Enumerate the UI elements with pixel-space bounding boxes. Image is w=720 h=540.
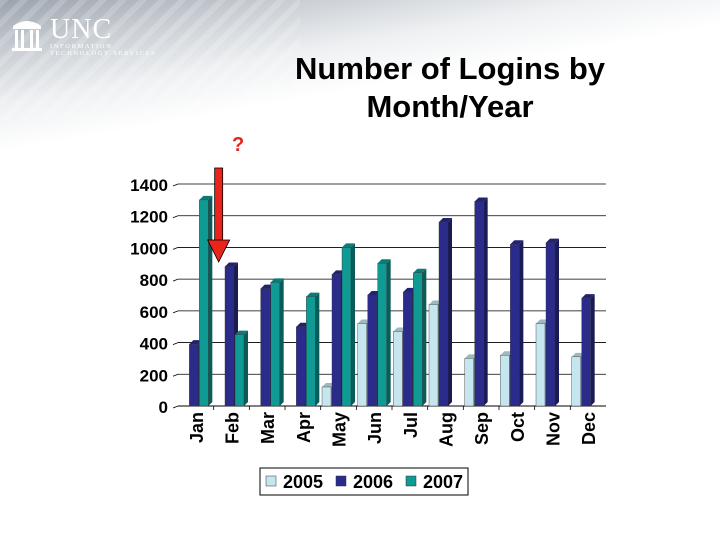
y-tick-label: 1400: [130, 176, 168, 195]
y-tick-mark: [172, 215, 179, 219]
bar-2007-jul: [413, 268, 427, 407]
y-tick-label: 600: [140, 303, 168, 322]
red-arrow-icon: [207, 167, 231, 263]
y-tick-label: 200: [140, 366, 168, 385]
legend-label-2006: 2006: [353, 472, 393, 492]
logo-subtitle: INFORMATION TECHNOLOGY SERVICES: [50, 43, 156, 57]
x-tick-label-jan: Jan: [187, 412, 207, 443]
x-tick-label-aug: Aug: [437, 412, 457, 447]
chart-title-line-2: Month/Year: [366, 89, 534, 124]
bar-2007-may: [341, 243, 355, 407]
y-tick-mark: [172, 373, 179, 377]
logo-subtitle-line-1: INFORMATION: [50, 43, 113, 50]
legend-label-2007: 2007: [423, 472, 463, 492]
y-tick-label: 1000: [130, 239, 168, 258]
legend-swatch-2005: [265, 475, 277, 487]
chart-title: Number of Logins by Month/Year: [250, 50, 650, 126]
y-tick-mark: [172, 247, 179, 250]
bar-2007-jan: [199, 195, 213, 407]
chart-legend: [259, 467, 469, 496]
legend-label-2005: 2005: [283, 472, 323, 492]
legend-swatch-2006: [335, 475, 347, 487]
y-tick-label: 400: [140, 335, 168, 354]
x-tick-label-sep: Sep: [472, 412, 492, 445]
y-tick-label: 0: [159, 398, 168, 417]
bar-2007-feb: [234, 330, 248, 407]
bar-2006-nov: [545, 238, 559, 407]
y-tick-mark: [172, 278, 179, 282]
bar-2006-dec: [581, 294, 595, 407]
x-tick-label-mar: Mar: [258, 412, 278, 444]
x-tick-label-dec: Dec: [579, 412, 599, 445]
bar-2006-sep: [474, 197, 488, 407]
bar-2007-mar: [270, 278, 284, 407]
logo-wordmark: UNC: [50, 14, 113, 45]
y-tick-label: 1200: [130, 208, 168, 227]
x-tick-label-jul: Jul: [401, 412, 421, 438]
header-banner: [0, 0, 720, 150]
x-tick-label-apr: Apr: [294, 412, 314, 443]
y-tick-mark: [172, 405, 179, 409]
bar-2006-aug: [438, 218, 452, 407]
legend-swatch-2007: [405, 475, 417, 487]
logo-subtitle-line-2: TECHNOLOGY SERVICES: [50, 50, 157, 57]
bar-2006-oct: [510, 240, 524, 407]
y-tick-mark: [172, 342, 179, 345]
x-tick-label-feb: Feb: [223, 412, 243, 444]
bar-2007-jun: [377, 259, 391, 407]
bar-2007-apr: [306, 292, 320, 407]
chart-title-line-1: Number of Logins by: [295, 51, 605, 86]
x-tick-label-jun: Jun: [365, 412, 385, 444]
x-tick-label-oct: Oct: [508, 412, 528, 442]
old-well-icon: [12, 21, 42, 51]
banner-texture: [0, 0, 300, 120]
question-mark-annotation: ?: [232, 134, 245, 156]
y-tick-mark: [172, 183, 179, 187]
x-tick-label-may: May: [330, 412, 350, 447]
x-tick-label-nov: Nov: [544, 412, 564, 446]
y-tick-label: 800: [140, 271, 168, 290]
y-tick-mark: [172, 310, 179, 314]
unc-logo: UNC INFORMATION TECHNOLOGY SERVICES: [10, 14, 170, 57]
